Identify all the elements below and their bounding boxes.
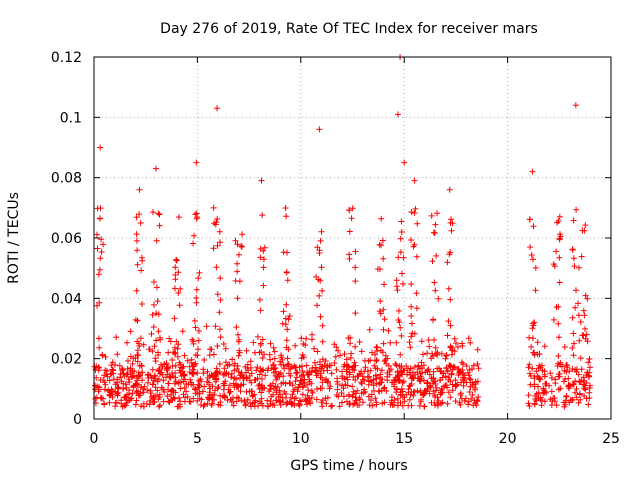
x-tick-labels: 0 5 10 15 20 25 <box>90 431 620 447</box>
data-point-5 <box>97 144 104 151</box>
x-tick-label: 0 <box>90 431 99 447</box>
data-point-3 <box>394 111 401 118</box>
data-point-2 <box>572 102 579 109</box>
x-tick-label: 20 <box>499 431 517 447</box>
data-point-4 <box>316 126 323 133</box>
y-tick-label: 0 <box>73 412 82 428</box>
data-points <box>91 54 594 410</box>
plot-frame <box>93 56 612 420</box>
y-tick-label: 0.04 <box>51 291 82 307</box>
x-tick-label: 5 <box>193 431 202 447</box>
data-point-11 <box>258 177 265 184</box>
y-tick-label: 0.12 <box>51 50 82 66</box>
data-point-12 <box>446 186 453 193</box>
y-tick-label: 0.02 <box>51 352 82 368</box>
data-point-1 <box>214 105 221 112</box>
data-point-9 <box>401 159 408 166</box>
data-point-10 <box>411 177 418 184</box>
x-tick-label: 25 <box>602 431 620 447</box>
data-point-7 <box>153 165 160 172</box>
chart-title: Day 276 of 2019, Rate Of TEC Index for r… <box>160 21 538 37</box>
grid-lines <box>94 57 611 419</box>
x-tick-label: 10 <box>292 431 310 447</box>
data-point-8 <box>193 159 200 166</box>
axis-ticks <box>93 56 612 420</box>
y-tick-labels: 0 0.02 0.04 0.06 0.08 0.1 0.12 <box>51 50 82 428</box>
y-axis-label: ROTI / TECUs <box>6 192 22 284</box>
y-tick-label: 0.1 <box>60 110 82 126</box>
scatter-cloud <box>91 204 594 410</box>
y-tick-label: 0.08 <box>51 171 82 187</box>
data-point-13 <box>136 186 143 193</box>
x-axis-label: GPS time / hours <box>290 458 407 474</box>
y-tick-label: 0.06 <box>51 231 82 247</box>
x-tick-label: 15 <box>395 431 413 447</box>
data-point-6 <box>529 168 536 175</box>
